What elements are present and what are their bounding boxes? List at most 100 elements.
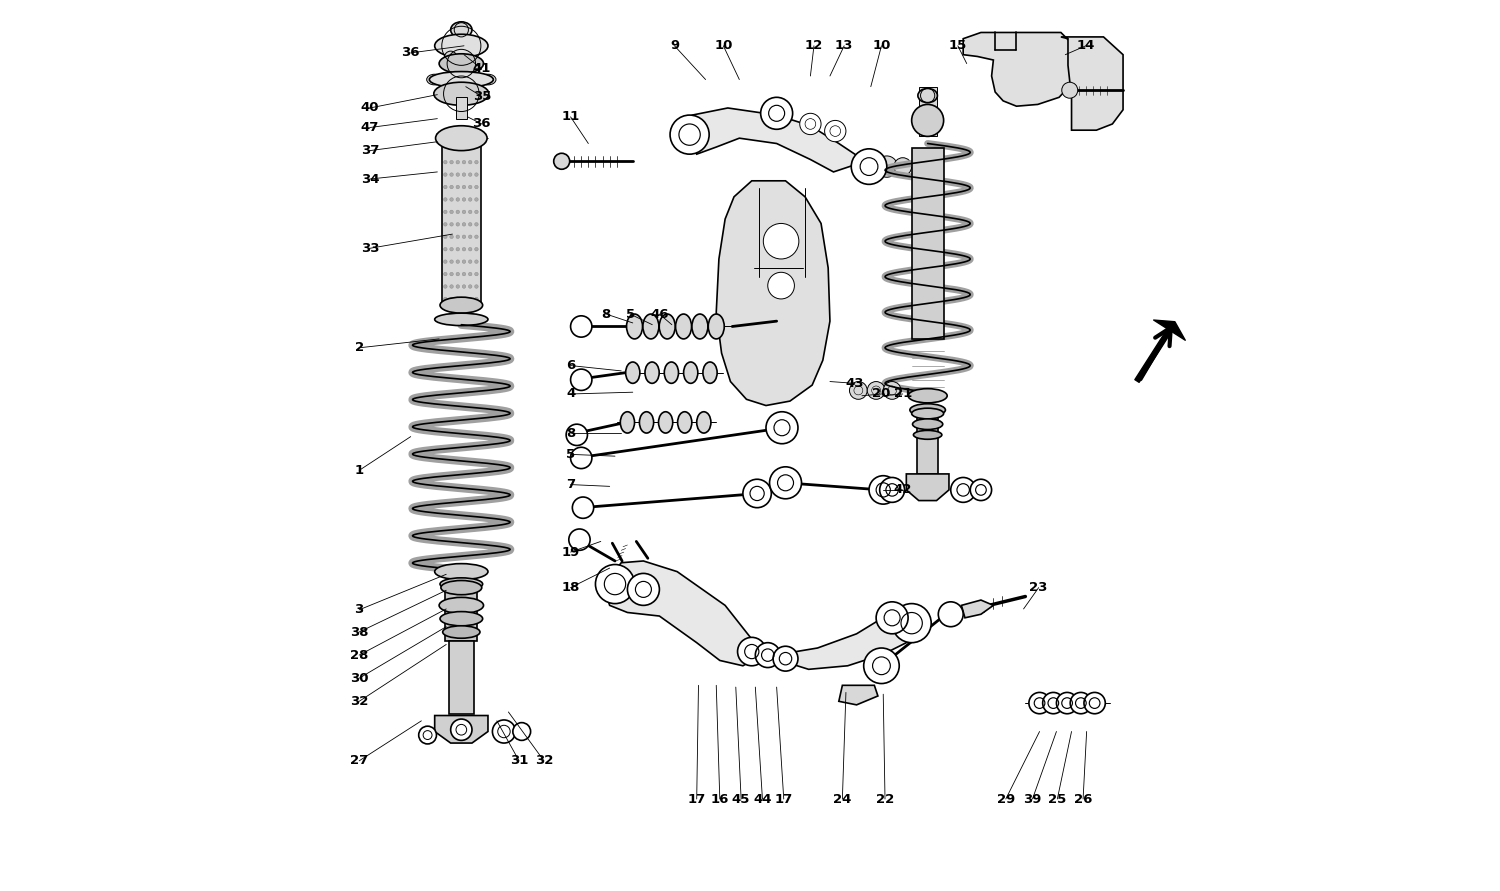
Circle shape xyxy=(768,273,795,299)
Circle shape xyxy=(912,104,944,136)
Bar xyxy=(920,86,936,136)
Circle shape xyxy=(450,173,453,176)
Text: 34: 34 xyxy=(360,173,380,185)
Text: 6: 6 xyxy=(566,359,574,372)
Ellipse shape xyxy=(692,314,708,339)
Circle shape xyxy=(1062,82,1078,98)
Ellipse shape xyxy=(433,82,489,105)
Circle shape xyxy=(876,156,897,177)
Circle shape xyxy=(462,185,466,189)
Polygon shape xyxy=(758,607,914,669)
Circle shape xyxy=(892,603,932,642)
Text: 21: 21 xyxy=(894,388,912,400)
Text: 36: 36 xyxy=(402,46,420,60)
Circle shape xyxy=(444,185,447,189)
Circle shape xyxy=(450,285,453,289)
Circle shape xyxy=(447,56,458,67)
Circle shape xyxy=(468,198,472,201)
Text: 18: 18 xyxy=(561,581,580,594)
Circle shape xyxy=(456,185,459,189)
Circle shape xyxy=(876,601,908,634)
Ellipse shape xyxy=(684,362,698,383)
Circle shape xyxy=(468,273,472,276)
Circle shape xyxy=(1029,692,1050,714)
Ellipse shape xyxy=(435,564,488,580)
Circle shape xyxy=(444,235,447,239)
Ellipse shape xyxy=(908,388,946,403)
Circle shape xyxy=(800,113,820,135)
Circle shape xyxy=(456,160,459,164)
Ellipse shape xyxy=(450,21,472,37)
Text: 24: 24 xyxy=(833,792,852,805)
Circle shape xyxy=(444,260,447,264)
Text: 43: 43 xyxy=(846,377,864,390)
Text: 8: 8 xyxy=(602,307,610,321)
Circle shape xyxy=(1084,692,1106,714)
Ellipse shape xyxy=(627,314,642,339)
Circle shape xyxy=(456,223,459,226)
Ellipse shape xyxy=(918,88,938,102)
Text: 13: 13 xyxy=(836,39,854,53)
Text: 42: 42 xyxy=(894,484,912,496)
Text: 35: 35 xyxy=(472,90,490,103)
Ellipse shape xyxy=(435,34,488,57)
Text: 2: 2 xyxy=(354,341,363,355)
Circle shape xyxy=(1042,692,1064,714)
Circle shape xyxy=(456,235,459,239)
Bar xyxy=(446,588,477,641)
Ellipse shape xyxy=(708,314,724,339)
Circle shape xyxy=(852,149,886,184)
Text: 3: 3 xyxy=(354,603,364,617)
Circle shape xyxy=(450,248,453,251)
Circle shape xyxy=(573,497,594,519)
Ellipse shape xyxy=(644,314,658,339)
Circle shape xyxy=(554,153,570,169)
Ellipse shape xyxy=(704,362,717,383)
Text: 10: 10 xyxy=(873,39,891,53)
Ellipse shape xyxy=(440,298,483,313)
Text: 41: 41 xyxy=(472,62,490,76)
Circle shape xyxy=(456,210,459,214)
Circle shape xyxy=(444,273,447,276)
Text: 4: 4 xyxy=(566,388,574,400)
Circle shape xyxy=(474,273,478,276)
Circle shape xyxy=(756,642,780,667)
Circle shape xyxy=(462,235,466,239)
Polygon shape xyxy=(1060,37,1124,130)
Polygon shape xyxy=(839,685,878,705)
Ellipse shape xyxy=(435,126,488,151)
Text: 45: 45 xyxy=(732,792,750,805)
Circle shape xyxy=(456,298,459,301)
Ellipse shape xyxy=(912,408,944,419)
Circle shape xyxy=(474,185,478,189)
Circle shape xyxy=(450,719,472,740)
Text: 20: 20 xyxy=(873,388,891,400)
Circle shape xyxy=(450,235,453,239)
Circle shape xyxy=(742,479,771,508)
Circle shape xyxy=(1056,692,1078,714)
Circle shape xyxy=(468,260,472,264)
Ellipse shape xyxy=(621,412,634,433)
Text: 11: 11 xyxy=(561,110,579,123)
Text: 7: 7 xyxy=(566,478,574,491)
Polygon shape xyxy=(906,474,950,501)
Ellipse shape xyxy=(440,578,483,590)
Circle shape xyxy=(939,601,963,626)
Circle shape xyxy=(760,97,792,129)
Circle shape xyxy=(450,273,453,276)
Circle shape xyxy=(462,210,466,214)
Circle shape xyxy=(825,120,846,142)
Circle shape xyxy=(570,447,592,469)
Circle shape xyxy=(867,381,885,399)
Text: 14: 14 xyxy=(1077,39,1095,53)
Text: 12: 12 xyxy=(806,39,824,53)
Text: 47: 47 xyxy=(360,121,380,134)
Circle shape xyxy=(766,412,798,444)
Circle shape xyxy=(462,248,466,251)
Circle shape xyxy=(456,285,459,289)
Circle shape xyxy=(468,160,472,164)
Circle shape xyxy=(468,298,472,301)
Ellipse shape xyxy=(678,412,692,433)
Circle shape xyxy=(462,285,466,289)
Circle shape xyxy=(456,260,459,264)
